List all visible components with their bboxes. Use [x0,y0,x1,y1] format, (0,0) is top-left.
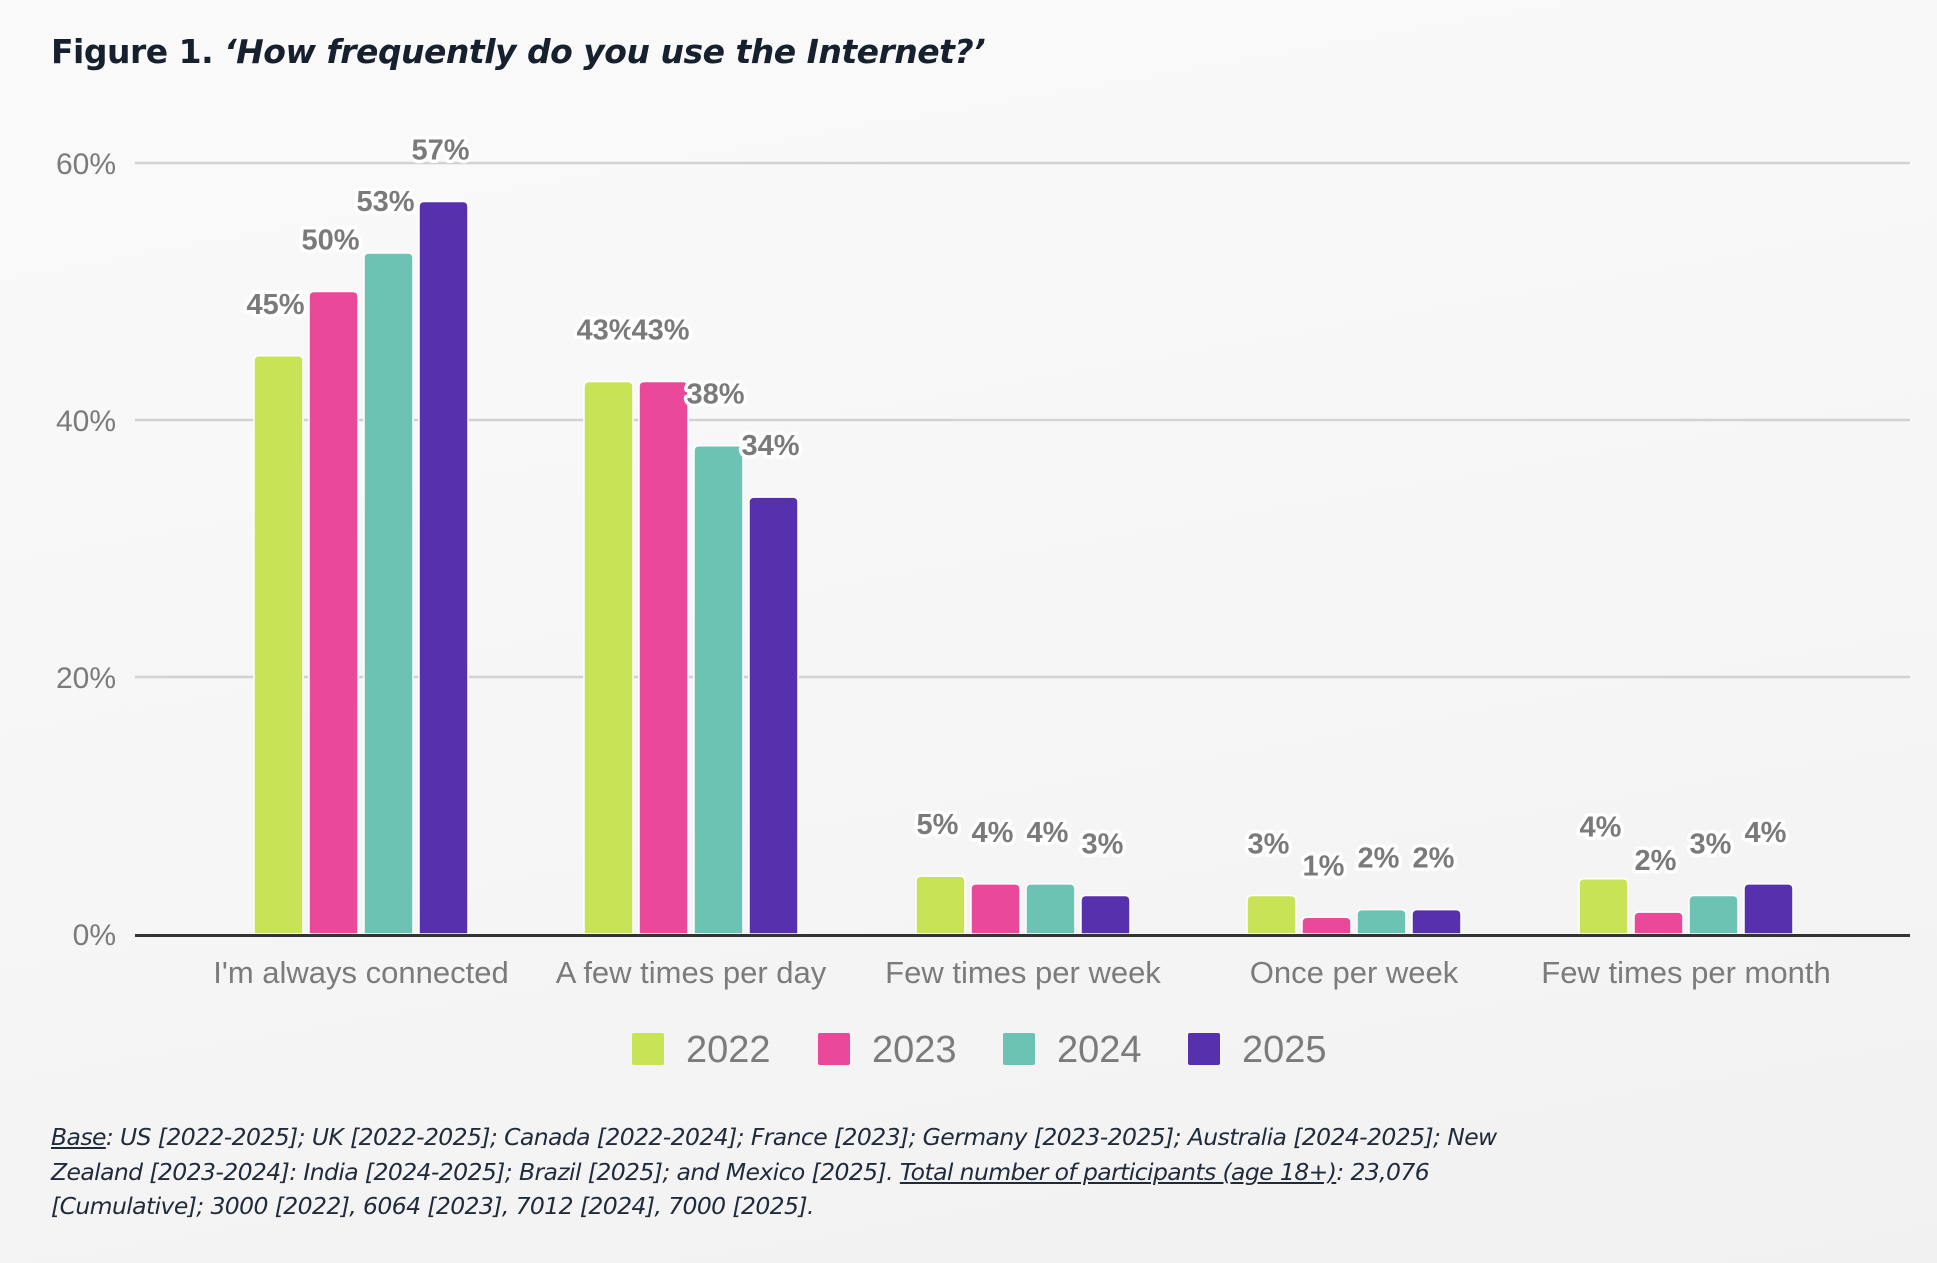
y-axis-ticks: 0% 20% 40% 60% [56,148,116,952]
y-tick-label: 20% [56,662,116,695]
figure-title: Figure 1. ‘How frequently do you use the… [51,32,986,71]
legend-item-2024: 2024 [1003,1029,1142,1071]
data-label-2022-1: 43% [576,314,634,346]
legend-label: 2023 [872,1029,957,1071]
legend-item-2022: 2022 [632,1029,771,1071]
data-label-2024-1: 38% [686,379,744,411]
legend-item-2023: 2023 [818,1029,957,1071]
bar-2023-0 [308,290,359,935]
figure-question: ‘How frequently do you use the Internet?… [224,32,986,71]
data-label-2022-0: 45% [246,289,304,321]
legend-label: 2025 [1242,1029,1327,1071]
bar-2024-0 [363,252,414,935]
data-label-2025-4: 4% [1745,817,1787,849]
footnote-total-text: : 23,076 [Cumulative]; 3000 [2022], 6064… [51,1157,1430,1221]
y-tick-label: 60% [56,148,116,181]
data-label-2022-4: 4% [1580,812,1622,844]
y-tick-label: 0% [73,919,116,952]
data-label-2025-1: 34% [741,430,799,462]
bar-2025-2 [1080,894,1131,935]
bar-2022-4 [1578,877,1629,935]
x-category-label: A few times per day [556,955,827,990]
data-label-2023-4: 2% [1635,845,1677,877]
data-label-2023-2: 4% [972,817,1014,849]
bar-2024-1 [693,444,744,935]
x-axis-categories: I'm always connected A few times per day F… [213,955,1830,990]
data-label-2023-1: 43% [631,314,689,346]
legend-label: 2022 [686,1029,771,1071]
legend-swatch [818,1033,850,1065]
bar-2025-3 [1411,908,1462,935]
bar-2023-1 [638,380,689,935]
bar-2024-3 [1356,908,1407,935]
bars [253,200,1794,935]
bar-2022-0 [253,355,304,935]
bar-2023-3 [1301,916,1352,935]
bar-2025-0 [418,200,469,935]
bar-2023-4 [1633,911,1684,935]
x-category-label: Few times per month [1541,955,1830,990]
y-tick-label: 40% [56,405,116,438]
bar-2025-1 [748,496,799,935]
bar-2022-3 [1246,894,1297,935]
x-category-label: I'm always connected [213,955,508,990]
legend: 2022 2023 2024 2025 [632,1029,1327,1071]
data-labels: 45% 43% 5% 3% 4% 50% 43% 4% 1% 2% 53% 38% 4% 2% 3% 57% 3… [243,131,1790,886]
x-category-label: Few times per week [885,955,1161,990]
data-label-2024-0: 53% [356,186,414,218]
figure-label: Figure 1. [51,32,214,71]
x-category-label: Once per week [1250,955,1459,990]
legend-swatch [632,1033,664,1065]
bar-2022-2 [915,875,966,935]
data-label-2025-2: 3% [1082,828,1124,860]
footnote: Base: US [2022-2025]; UK [2022-2025]; Ca… [51,1120,1511,1224]
data-label-2022-2: 5% [917,809,959,841]
bar-chart: 0% 20% 40% 60% 45% 43% 5% 3% 4% 50% 43% 4% 1% 2% 53% 3… [55,131,1910,1071]
footnote-base-text: : US [2022-2025]; UK [2022-2025]; Canada… [51,1123,1497,1186]
bar-2023-2 [970,883,1021,935]
data-label-2025-0: 57% [411,135,469,167]
data-label-2023-0: 50% [301,225,359,257]
bar-2025-4 [1743,883,1794,935]
data-label-2022-3: 3% [1248,828,1290,860]
legend-swatch [1003,1033,1035,1065]
bar-2022-1 [583,380,634,935]
bar-2024-4 [1688,894,1739,935]
data-label-2025-3: 2% [1413,843,1455,875]
legend-swatch [1188,1033,1220,1065]
footnote-total-label: Total number of participants (age 18+) [899,1157,1337,1186]
data-label-2023-3: 1% [1303,850,1345,882]
data-label-2024-4: 3% [1690,828,1732,860]
legend-item-2025: 2025 [1188,1029,1327,1071]
bar-2024-2 [1025,883,1076,935]
footnote-base-label: Base [51,1123,106,1151]
data-label-2024-2: 4% [1027,817,1069,849]
data-label-2024-3: 2% [1358,843,1400,875]
legend-label: 2024 [1057,1029,1142,1071]
